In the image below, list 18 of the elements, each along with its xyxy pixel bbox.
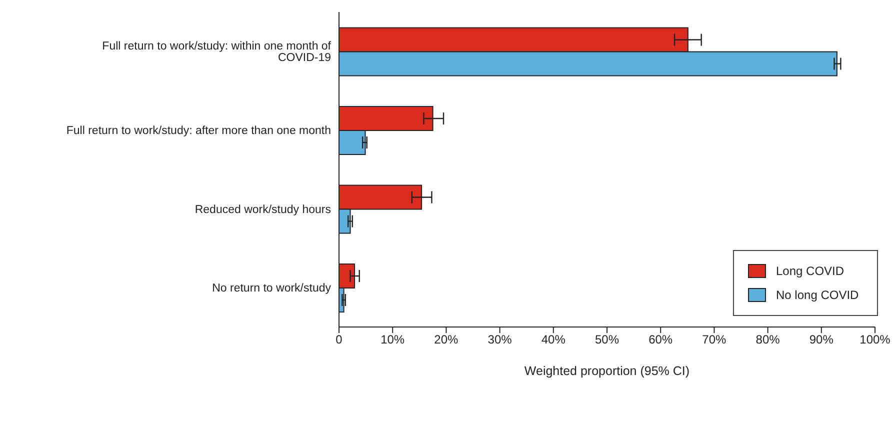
x-tick-label: 40% [541,332,566,347]
x-tick-label: 70% [702,332,727,347]
x-tick-label: 100% [860,332,891,347]
y-tick-label: Full return to work/study: within one month of COVID-19 [102,40,332,64]
legend-label: No long COVID [776,288,859,302]
x-tick-label: 50% [594,332,620,347]
y-tick-label: Reduced work/study hours [194,204,332,216]
x-tick-label: 0 [336,332,343,347]
x-tick-label: 30% [488,332,512,347]
y-tick-label: No return to work/study [212,282,332,295]
legend-label: Long COVID [776,264,844,278]
x-tick-label: 20% [434,332,459,347]
x-tick-label: 60% [648,332,673,347]
x-axis-title: Weighted proportion (95% CI) [524,364,690,378]
x-tick-label: 10% [380,332,405,347]
x-tick-label: 80% [756,332,780,347]
x-tick-label: 90% [809,332,834,347]
y-tick-label: Full return to work/study: after more than one month [66,125,331,138]
